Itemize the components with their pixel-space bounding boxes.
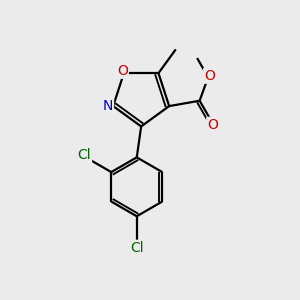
Text: Cl: Cl: [77, 148, 91, 162]
Text: Cl: Cl: [130, 241, 144, 255]
Text: N: N: [103, 99, 113, 113]
Text: O: O: [117, 64, 128, 78]
Text: O: O: [207, 118, 218, 132]
Text: O: O: [204, 69, 215, 83]
